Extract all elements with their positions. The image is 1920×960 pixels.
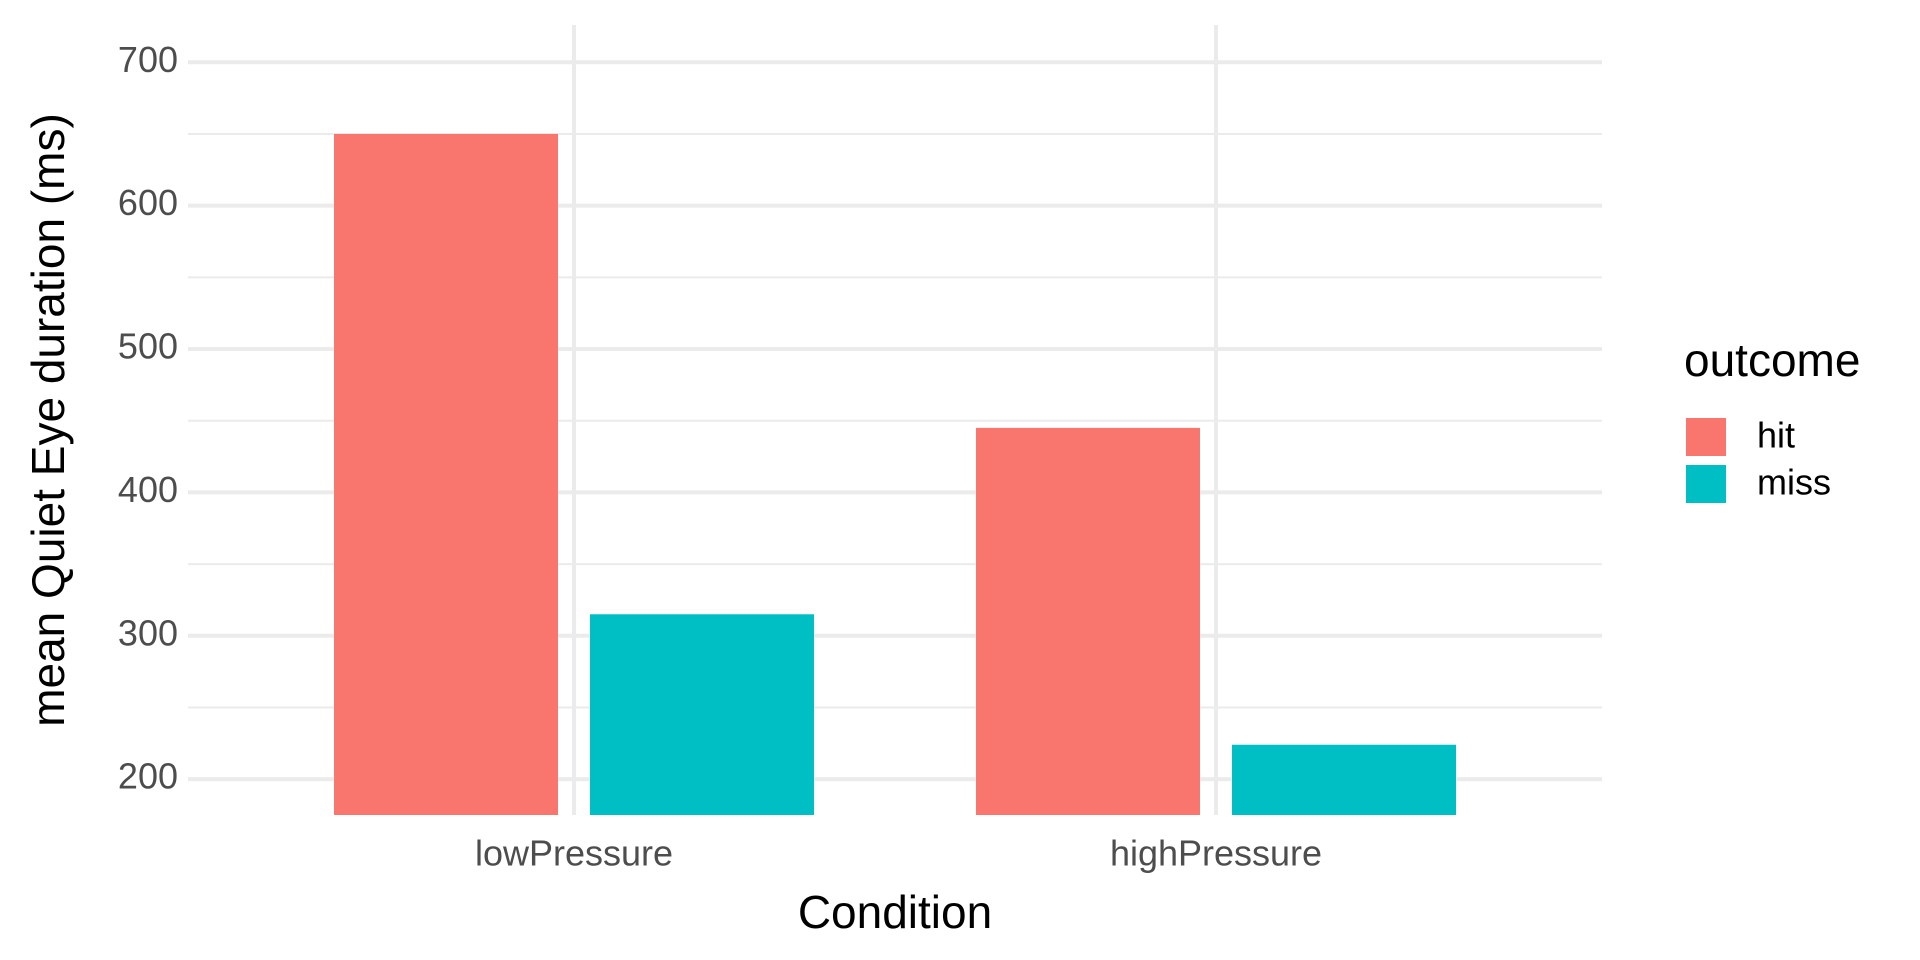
y-tick-label: 700: [118, 39, 178, 80]
y-tick-label: 200: [118, 756, 178, 797]
y-tick-label: 400: [118, 469, 178, 510]
legend-title: outcome: [1684, 334, 1860, 386]
bar: [334, 133, 558, 815]
y-tick-label: 300: [118, 612, 178, 653]
bar: [590, 614, 814, 815]
legend-key: [1686, 465, 1726, 503]
x-tick-label: lowPressure: [475, 833, 673, 874]
legend-label: miss: [1757, 462, 1831, 503]
legend-key: [1686, 418, 1726, 456]
y-tick-label: 600: [118, 182, 178, 223]
bar: [976, 427, 1200, 815]
y-tick-label: 500: [118, 326, 178, 367]
x-tick-label: highPressure: [1110, 833, 1322, 874]
legend-label: hit: [1757, 415, 1795, 456]
y-axis-title: mean Quiet Eye duration (ms): [22, 113, 74, 727]
bar: [1232, 744, 1456, 815]
x-axis-title: Condition: [798, 886, 992, 938]
